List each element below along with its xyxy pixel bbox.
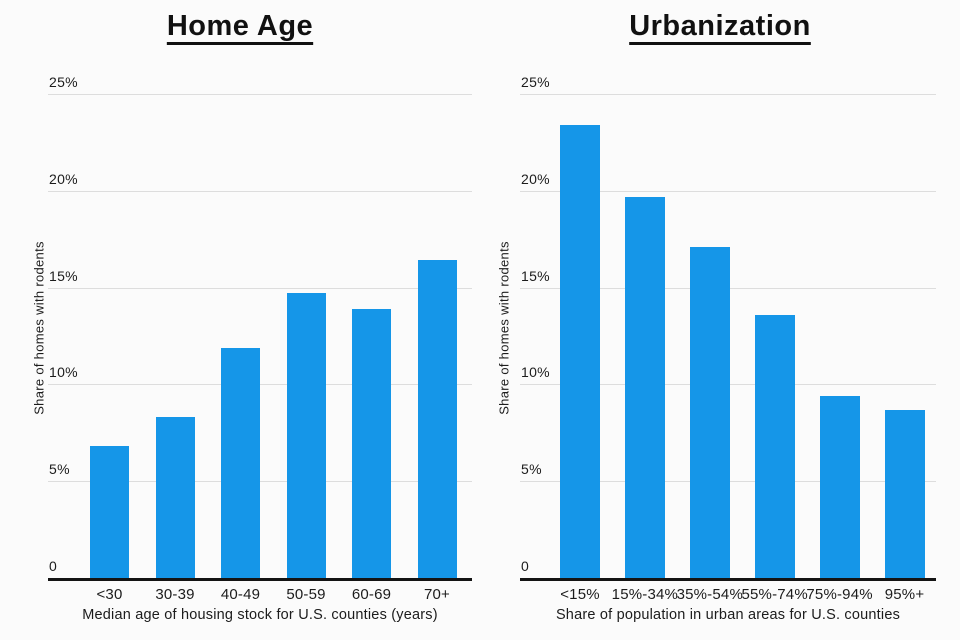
x-tick-label: 55%-74%: [741, 586, 808, 603]
bar: [90, 446, 129, 578]
bar: [155, 417, 195, 578]
x-tick-label: 75%-94%: [806, 586, 873, 603]
x-tick-label: 60-69: [351, 586, 392, 603]
home-age-chart-panel: Home Age Share of homes with rodents 25%…: [31, 10, 472, 623]
gridline: [48, 481, 472, 483]
x-axis-line: [48, 578, 472, 581]
bar: [819, 396, 860, 578]
y-tick-label: 0: [521, 558, 530, 574]
y-tick-label: 5%: [521, 461, 542, 478]
x-tick-label: <30: [96, 586, 123, 603]
bar: [624, 196, 665, 578]
chart-title: Home Age: [166, 10, 314, 42]
y-tick-label: 0: [49, 558, 58, 574]
x-tick-label: 95%+: [884, 586, 925, 603]
y-tick-label: 20%: [49, 170, 78, 187]
x-axis-label: Share of population in urban areas for U…: [555, 607, 901, 623]
bar: [417, 260, 457, 578]
x-tick-label: 70+: [423, 586, 451, 603]
y-tick-label: 10%: [521, 364, 550, 381]
gridline: [48, 94, 472, 95]
gridline: [48, 287, 472, 289]
y-tick-label: 20%: [521, 170, 550, 187]
bar: [884, 409, 925, 578]
chart-title: Urbanization: [629, 10, 811, 42]
x-axis-label: Median age of housing stock for U.S. cou…: [82, 607, 438, 623]
y-tick-label: 10%: [49, 364, 78, 381]
x-tick-label: 15%-34%: [611, 586, 679, 603]
bar: [286, 293, 326, 578]
gridline: [48, 384, 472, 386]
bar: [689, 246, 730, 578]
y-tick-label: 25%: [521, 74, 550, 90]
x-tick-label: 40-49: [220, 586, 261, 603]
bar: [221, 347, 260, 578]
x-tick-label: 35%-54%: [676, 586, 744, 603]
gridline: [520, 94, 936, 95]
y-axis-label: Share of homes with rodents: [496, 241, 512, 415]
bar: [352, 308, 391, 578]
bar: [754, 314, 795, 578]
y-tick-label: 15%: [521, 267, 550, 284]
x-axis-line: [520, 578, 936, 581]
plot-area: 25% 20% 15% 10% 5% 0 <15% 15%-34% 35%-54% 55%-74%…: [520, 75, 936, 602]
y-tick-label: 25%: [49, 74, 78, 90]
y-axis-label: Share of homes with rodents: [31, 241, 47, 415]
plot-area: 25% 20% 15% 10% 5% 0 <30 30-39 40-49 50-59 60-69 70…: [48, 75, 472, 602]
y-tick-label: 5%: [49, 461, 70, 478]
x-tick-label: 30-39: [155, 586, 195, 603]
urbanization-chart-panel: Urbanization Share of homes with rodents…: [480, 0, 960, 640]
y-tick-label: 15%: [49, 267, 78, 284]
x-tick-label: 50-59: [286, 586, 326, 603]
bar: [560, 124, 600, 578]
x-tick-label: <15%: [560, 586, 600, 603]
gridline: [520, 190, 936, 192]
gridline: [48, 190, 472, 192]
